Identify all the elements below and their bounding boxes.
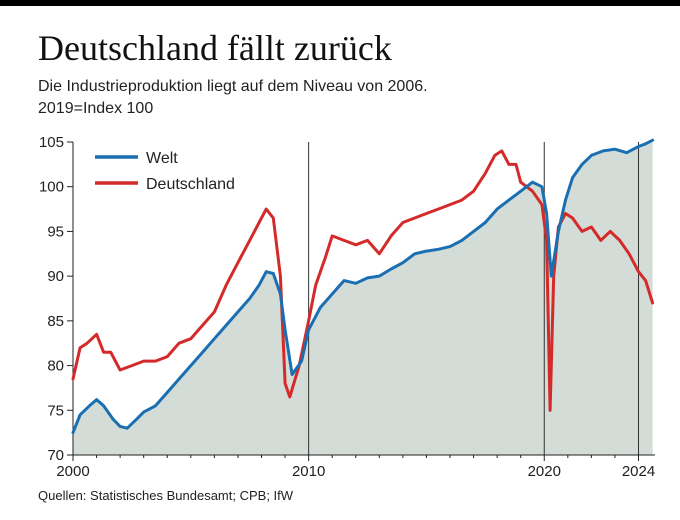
chart-subtitle: Die Industrieproduktion liegt auf dem Ni… xyxy=(38,78,428,95)
legend-item-deutschland-label: Deutschland xyxy=(146,176,235,193)
y-tick-label: 90 xyxy=(47,268,64,285)
source-note: Quellen: Statistisches Bundesamt; CPB; I… xyxy=(38,488,294,503)
chart-title: Deutschland fällt zurück xyxy=(38,28,392,68)
x-tick-label: 2010 xyxy=(292,463,325,480)
y-tick-label: 70 xyxy=(47,447,64,464)
x-tick-label: 2000 xyxy=(56,463,89,480)
y-tick-label: 85 xyxy=(47,313,64,330)
y-tick-label: 95 xyxy=(47,223,64,240)
welt-area xyxy=(73,140,653,455)
y-tick-label: 100 xyxy=(39,179,64,196)
welt-line xyxy=(71,138,655,435)
y-tick-label: 80 xyxy=(47,358,64,375)
x-tick-label: 2020 xyxy=(528,463,561,480)
legend: Welt Deutschland xyxy=(95,150,235,193)
top-bar xyxy=(0,0,680,6)
legend-item-welt-label: Welt xyxy=(146,150,178,167)
y-tick-label: 105 xyxy=(39,134,64,151)
x-tick-label: 2024 xyxy=(622,463,655,480)
index-note: 2019=Index 100 xyxy=(38,100,154,117)
y-tick-label: 75 xyxy=(47,402,64,419)
